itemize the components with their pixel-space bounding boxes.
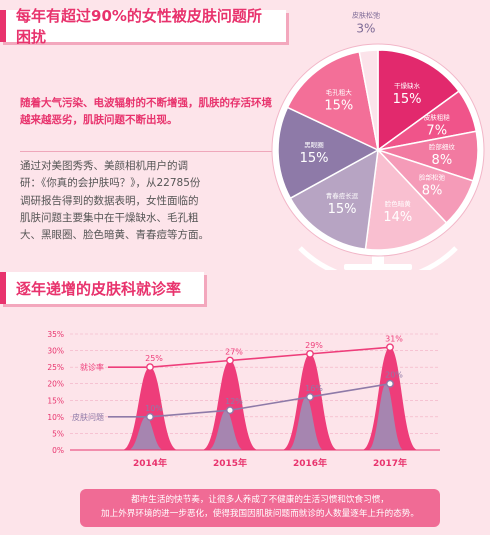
series-name-label: 皮肤问题 — [72, 412, 104, 422]
pie-slice-label: 毛孔粗大 — [326, 87, 353, 96]
data-label: 16% — [305, 384, 323, 393]
footnote-line: 加上外界环境的进一步恶化，使得我国因肌肤问题而就诊的人数量逐年上升的态势。 — [101, 509, 419, 519]
y-tick-label: 10% — [47, 413, 64, 422]
pie-slice-label: 干燥缺水 — [394, 81, 421, 90]
y-tick-label: 0% — [52, 446, 64, 455]
series-point — [226, 356, 234, 365]
pie-slice-label: 脸部松弛 — [419, 172, 446, 181]
pie-slice-value: 15% — [393, 92, 422, 107]
bar-bell-inner — [368, 383, 404, 450]
data-label: 10% — [145, 404, 163, 413]
y-tick-label: 35% — [47, 330, 64, 339]
survey-line: 调研报告得到的数据表明，女性面临的 — [20, 194, 199, 207]
pie-slice-value: 8% — [432, 153, 453, 168]
pie-stand-arc — [298, 246, 458, 270]
data-label: 29% — [305, 341, 323, 350]
pie-slice-value: 15% — [328, 202, 357, 217]
pie-slice — [286, 50, 380, 152]
pie-slice — [377, 49, 460, 152]
pie-slice-value: 3% — [356, 22, 375, 36]
pie-slice-label: 脸色暗黄 — [385, 199, 412, 208]
section-title: 逐年递增的皮肤科就诊率 — [16, 279, 182, 298]
pie-slice — [364, 148, 448, 251]
pie-slice-value: 15% — [324, 98, 353, 113]
survey-paragraph: 通过对美图秀秀、美颜相机用户的调 研：《你真的会护肤吗？》，从22785份 调研… — [20, 158, 275, 245]
x-tick-label: 2015年 — [213, 457, 247, 469]
series-point — [226, 406, 234, 415]
section-title-banner: 每年有超过90%的女性被皮肤问题所困扰 — [0, 7, 286, 46]
survey-line: 大、黑眼圈、脸色暗黄、青春痘等方面。 — [20, 229, 209, 242]
section-title-banner: 逐年递增的皮肤科就诊率 — [0, 272, 204, 304]
skin-problem-pie-chart: 干燥缺水15%皮肤粗糙7%脸部细纹8%脸部松弛8%脸色暗黄14%青春痘长逗15%… — [271, 11, 485, 270]
visit-rate-chart: 0% 5% 10% 15% 20% 25% 30% 35% 2014年 2015年 2016年 201… — [47, 330, 440, 469]
pie-slice-value: 7% — [426, 124, 447, 139]
pie-slice-value: 15% — [300, 151, 329, 166]
data-label: 27% — [225, 348, 243, 357]
series-point — [386, 379, 394, 388]
survey-line: 通过对美图秀秀、美颜相机用户的调 — [20, 160, 188, 172]
pie-slice — [277, 106, 380, 200]
bar-bell — [122, 367, 178, 450]
pie-slice-value: 8% — [422, 183, 443, 198]
bar-bell — [282, 353, 338, 450]
pie-stand-base — [344, 264, 412, 270]
series-point — [306, 393, 314, 401]
intro-paragraph: 随着大气污染、电波辐射的不断增强，肌肤的存活环境越来越恶劣，肌肤问题不断出现。 — [20, 97, 272, 127]
y-tick-label: 25% — [47, 363, 64, 372]
data-label: 25% — [145, 354, 163, 363]
pie-slice-label: 黑眼圈 — [304, 141, 324, 149]
data-label: 20% — [385, 371, 403, 380]
pie-slice-label: 青春痘长逗 — [326, 191, 359, 200]
data-label: 31% — [385, 334, 403, 343]
pie-slice-label: 皮肤粗糙 — [424, 113, 451, 122]
x-tick-label: 2017年 — [373, 457, 407, 469]
pie-slice — [358, 49, 379, 151]
x-tick-label: 2016年 — [293, 457, 327, 469]
bar-bell — [202, 360, 258, 450]
series-point — [306, 349, 314, 358]
pie-slice — [289, 148, 379, 251]
y-tick-label: 15% — [47, 396, 64, 405]
survey-line: 肌肤问题主要集中在干燥缺水、毛孔粗 — [20, 211, 199, 224]
survey-line: 研：《你真的会护肤吗？》，从22785份 — [20, 177, 201, 190]
series-point — [386, 343, 394, 352]
pie-slice-value: 14% — [383, 210, 412, 225]
footnote-box: 都市生活的快节奏，让很多人养成了不健康的生活习惯和饮食习惯， 加上外界环境的进一… — [80, 489, 440, 527]
bar-bell-inner — [288, 396, 324, 450]
y-tick-label: 20% — [47, 380, 64, 389]
bar-bell-inner — [208, 410, 244, 450]
pie-slice-label: 脸部细纹 — [429, 142, 456, 151]
y-tick-label: 5% — [52, 429, 64, 438]
series-name-label: 就诊率 — [80, 362, 104, 372]
pie-slice-label: 皮肤松弛 — [352, 11, 380, 20]
section-title: 每年有超过90%的女性被皮肤问题所困扰 — [16, 7, 262, 46]
x-tick-label: 2014年 — [133, 457, 167, 469]
footnote-line: 都市生活的快节奏，让很多人养成了不健康的生活习惯和饮食习惯， — [131, 495, 389, 506]
bar-bell-inner — [128, 416, 164, 450]
dashed-divider — [20, 151, 275, 152]
y-tick-label: 30% — [47, 347, 64, 356]
data-label: 12% — [225, 397, 243, 406]
series-point — [146, 363, 154, 372]
series-point — [146, 412, 154, 421]
